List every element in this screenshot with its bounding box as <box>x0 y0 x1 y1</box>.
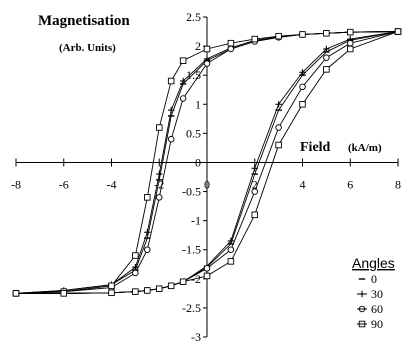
series-90-point <box>251 211 258 219</box>
series-60-point <box>323 54 330 61</box>
series-90-point <box>394 28 402 35</box>
x-axis-label-units: (kA/m) <box>348 142 382 154</box>
series-90-point <box>275 141 282 149</box>
y-tick-label: -2.5 <box>182 301 201 315</box>
x-tick-label: -8 <box>11 177 21 191</box>
series-90-point <box>323 30 330 37</box>
series-90-point <box>167 77 175 85</box>
x-tick-label: -6 <box>59 177 69 191</box>
axes: -8 -6 -4 -2 0 2 4 6 8-3-2.5-2-1.5-1-0.500.511.52… <box>11 10 401 344</box>
series-30-point <box>132 263 139 271</box>
series-90-point <box>132 288 139 295</box>
y-tick-label: -0.5 <box>182 185 201 199</box>
series-30-point <box>227 237 235 245</box>
legend-label-90: 90 <box>371 317 383 331</box>
x-tick-label: 2 <box>252 177 258 191</box>
x-tick-label: 4 <box>300 177 306 191</box>
x-tick-label: -4 <box>107 177 117 191</box>
series-90-point <box>323 66 330 73</box>
series-90-point <box>347 45 354 53</box>
series-30-point <box>251 165 258 172</box>
y-tick-label: 2.5 <box>186 10 201 24</box>
y-tick-label: -3 <box>191 330 201 344</box>
y-tick-label: -1 <box>191 214 201 228</box>
series-60-point <box>203 265 211 272</box>
series-90-point <box>155 124 163 131</box>
legend-label-60: 60 <box>371 302 383 316</box>
chart-title-units: (Arb. Units) <box>59 42 116 54</box>
series-90-point <box>144 287 151 294</box>
series-90-point <box>299 101 306 108</box>
series-30-point <box>323 45 330 53</box>
series-30-point <box>275 101 282 108</box>
series-90-point <box>144 194 151 201</box>
series-90-point <box>203 45 211 53</box>
series-30-point <box>144 229 151 236</box>
series-90-point <box>155 285 163 292</box>
series-90-point <box>275 32 282 40</box>
series-30-point <box>299 69 306 76</box>
y-tick-label: -1.5 <box>182 243 201 257</box>
x-tick-label: 0 <box>204 177 210 191</box>
y-tick-label: 2 <box>195 39 201 53</box>
series-60-point <box>144 246 151 253</box>
chart-title: Magnetisation <box>38 13 130 29</box>
y-tick-label: 1 <box>195 97 201 111</box>
series-90 <box>12 28 402 297</box>
series-90-point <box>203 272 211 280</box>
series-60-point <box>251 188 258 195</box>
legend-label-0: 0 <box>371 272 377 286</box>
series-60-point <box>203 60 211 67</box>
series-90-point <box>179 57 187 64</box>
x-tick-label: 8 <box>395 177 401 191</box>
series-90-upper-branch <box>15 31 399 294</box>
y-tick-label: 0 <box>195 155 201 169</box>
series-90-lower-branch <box>16 31 399 294</box>
series-60-point <box>275 124 282 131</box>
series-90-point <box>251 35 258 43</box>
series-60-point <box>167 135 175 143</box>
series-60-point <box>299 83 306 91</box>
series-30-point <box>167 106 175 114</box>
series-90-point <box>108 289 115 297</box>
series-60-point <box>132 269 139 277</box>
series-60-point <box>227 246 235 253</box>
series-60-point <box>155 194 163 201</box>
labels: Magnetisation (Arb. Units) Field (kA/m) <box>38 13 382 155</box>
series-layer <box>12 28 402 297</box>
series-60-point <box>347 39 354 47</box>
series-90-point <box>108 282 115 290</box>
series-90-point <box>167 282 175 290</box>
series-90-point <box>227 258 235 265</box>
x-tick-label: 6 <box>347 177 353 191</box>
legend-title: Angles <box>352 255 395 271</box>
series-90-point <box>60 290 68 297</box>
series-90-point <box>12 290 20 297</box>
series-30-point <box>179 77 187 85</box>
y-tick-label: 1.5 <box>186 68 201 82</box>
series-90-point <box>227 39 235 47</box>
legend-label-30: 30 <box>371 287 383 301</box>
series-60-point <box>179 95 187 102</box>
series-90-point <box>132 252 139 259</box>
series-90-point <box>299 31 306 38</box>
series-90-point <box>347 28 354 36</box>
x-tick-label: -2 <box>154 177 164 191</box>
series-60-point <box>227 45 235 53</box>
y-tick-label: 0.5 <box>186 126 201 140</box>
series-30-point <box>156 170 163 178</box>
series-90-point <box>179 278 187 285</box>
x-axis-label: Field <box>300 140 331 155</box>
